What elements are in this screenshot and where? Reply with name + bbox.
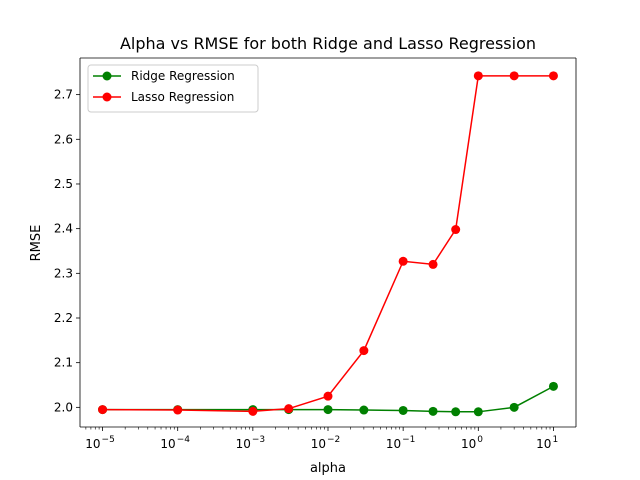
x-tick-label-base: 10 — [461, 437, 476, 451]
lasso-regression-point — [473, 71, 483, 81]
x-tick-label-exponent: 1 — [552, 435, 558, 445]
x-tick-label: 10 −4 — [160, 435, 190, 451]
y-tick-label: 2.7 — [54, 88, 73, 102]
ridge-regression-point — [323, 405, 333, 415]
x-axis-label: alpha — [310, 461, 346, 476]
x-tick-label-exponent: −1 — [402, 435, 415, 445]
lasso-regression-point — [284, 404, 294, 414]
lasso-regression-point — [98, 405, 108, 415]
x-tick-label-base: 10 — [386, 437, 401, 451]
lasso-regression-legend-marker — [102, 92, 112, 102]
ridge-regression-legend-label: Ridge Regression — [131, 69, 235, 83]
x-tick-label-exponent: −5 — [102, 435, 115, 445]
x-tick-label: 10 −5 — [85, 435, 115, 451]
x-tick-label-exponent: 0 — [477, 435, 483, 445]
lasso-regression-legend-label: Lasso Regression — [131, 90, 234, 104]
ridge-regression-legend-marker — [102, 71, 112, 81]
lasso-regression-point — [398, 256, 408, 266]
chart-title: Alpha vs RMSE for both Ridge and Lasso R… — [120, 34, 536, 53]
x-tick-label: 10 −1 — [386, 435, 416, 451]
x-tick-label-exponent: −4 — [177, 435, 191, 445]
x-tick-label-exponent: −3 — [252, 435, 265, 445]
lasso-regression-point — [428, 259, 438, 269]
ridge-regression-point — [451, 407, 461, 417]
lasso-regression-point — [173, 405, 183, 415]
x-tick-label-base: 10 — [160, 437, 175, 451]
lasso-regression-point — [248, 406, 258, 416]
y-tick-label: 2.2 — [54, 311, 73, 325]
y-tick-label: 2.6 — [54, 132, 73, 146]
legend: Ridge Regression Lasso Regression — [87, 64, 259, 113]
ridge-regression-point — [509, 402, 519, 412]
x-tick-label: 10 1 — [536, 435, 558, 451]
y-tick-label: 2.3 — [54, 266, 73, 280]
legend-box — [87, 64, 259, 113]
y-tick-label: 2.1 — [54, 356, 73, 370]
y-tick-label: 2.0 — [54, 400, 73, 414]
ridge-regression-point — [428, 406, 438, 416]
lasso-regression-point — [548, 71, 558, 81]
x-tick-label-exponent: −2 — [327, 435, 340, 445]
ridge-regression-point — [359, 405, 369, 415]
lasso-regression-point — [359, 346, 369, 356]
lasso-regression-point — [509, 71, 519, 81]
lasso-regression-point — [323, 391, 333, 401]
lasso-regression-line — [102, 75, 554, 413]
plot-layer: 2.02.12.22.32.42.52.62.710 −5 10 −4 10 −3 10 −2… — [54, 57, 577, 451]
y-tick-label: 2.4 — [54, 222, 73, 236]
x-tick-label-base: 10 — [536, 437, 551, 451]
y-axis-label: RMSE — [29, 225, 44, 262]
lasso-regression-point — [451, 225, 461, 235]
x-tick-label-base: 10 — [236, 437, 251, 451]
x-tick-label-base: 10 — [85, 437, 100, 451]
x-tick-label: 10 −3 — [236, 435, 266, 451]
ridge-regression-line — [102, 385, 554, 413]
x-tick-label: 10 0 — [461, 435, 483, 451]
ridge-regression-point — [473, 407, 483, 417]
x-tick-label: 10 −2 — [311, 435, 341, 451]
plot-area — [80, 58, 576, 427]
y-tick-label: 2.5 — [54, 177, 73, 191]
ridge-regression-point — [548, 381, 558, 391]
ridge-regression-point — [398, 405, 408, 415]
x-tick-label-base: 10 — [311, 437, 326, 451]
